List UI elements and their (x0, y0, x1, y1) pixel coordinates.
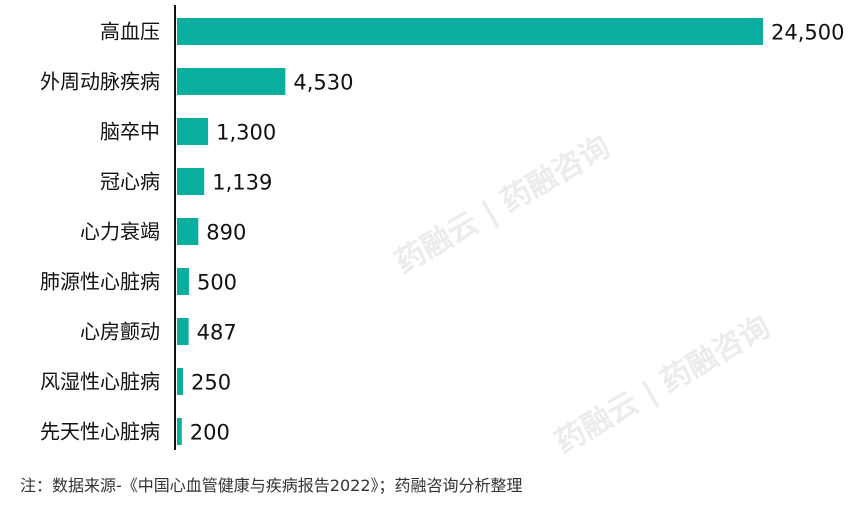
value-label: 890 (206, 221, 246, 245)
category-label: 脑卒中 (100, 120, 160, 144)
bar (177, 318, 189, 345)
value-label: 200 (190, 421, 230, 445)
bar (177, 168, 205, 195)
value-label: 4,530 (293, 71, 353, 95)
category-label: 心房颤动 (80, 320, 160, 344)
bar (177, 118, 209, 145)
bar (177, 418, 182, 445)
bar (177, 68, 286, 95)
value-label: 1,139 (212, 171, 272, 195)
bar (177, 268, 189, 295)
category-label: 肺源性心脏病 (40, 270, 160, 294)
value-label: 487 (197, 321, 237, 345)
category-label: 先天性心脏病 (40, 420, 160, 444)
bar (177, 368, 183, 395)
bar (177, 218, 199, 245)
category-label: 心力衰竭 (80, 220, 160, 244)
value-label: 500 (197, 271, 237, 295)
category-label: 外周动脉疾病 (40, 70, 160, 94)
bar (177, 18, 763, 45)
value-label: 250 (191, 371, 231, 395)
category-label: 冠心病 (100, 170, 160, 194)
bar-chart: 高血压 24,500 外周动脉疾病 4,530 脑卒中 1,300 冠心病 1,139 心力衰竭… (40, 5, 844, 450)
value-label: 24,500 (771, 21, 844, 45)
footnote: 注：数据来源-《中国心血管健康与疾病报告2022》；药融咨询分析整理 (20, 476, 523, 495)
category-label: 风湿性心脏病 (40, 370, 160, 394)
category-label: 高血压 (100, 20, 160, 44)
value-label: 1,300 (216, 121, 276, 145)
